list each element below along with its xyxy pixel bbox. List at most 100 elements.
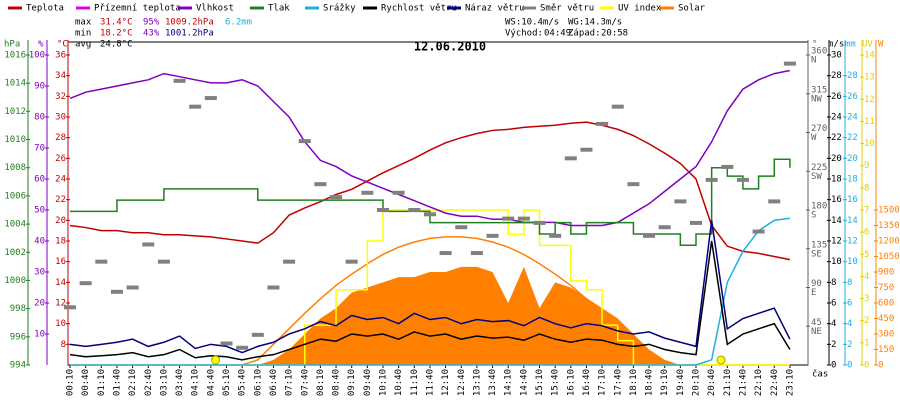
y-tick-label: 998: [10, 304, 26, 314]
wind-direction: [470, 251, 483, 256]
compass-label: NE: [811, 327, 822, 337]
wind-direction: [721, 164, 734, 169]
y-tick-label: 6: [831, 299, 836, 309]
x-tick-label: 13:10: [472, 369, 482, 396]
compass-label: S: [811, 211, 816, 221]
y-tick-label: 12: [55, 299, 66, 309]
wind-direction: [783, 61, 796, 66]
y-tick-label: 1016: [4, 51, 26, 61]
y-tick-label: 12: [847, 237, 858, 247]
y-tick-label: 2: [847, 340, 852, 350]
wind-direction: [377, 208, 389, 212]
x-tick-label: 07:40: [300, 369, 310, 396]
y-tick-label: 16: [831, 195, 842, 205]
y-tick-label: 13: [864, 73, 875, 83]
wind-direction: [768, 199, 781, 204]
wind-direction: [517, 216, 530, 221]
axis-title: m/s: [828, 40, 844, 50]
y-tick-label: 90: [34, 82, 45, 92]
y-tick-label: 1200: [878, 237, 900, 247]
legend-label: Tlak: [268, 4, 290, 14]
stat: 1009.2hPa: [165, 18, 214, 28]
x-tick-label: 07:10: [285, 369, 295, 396]
y-tick-label: 20: [34, 299, 45, 309]
y-tick-label: 1002: [4, 248, 26, 258]
y-tick-label: 360: [811, 47, 827, 57]
axis-title: UV: [862, 40, 873, 50]
compass-label: W: [811, 133, 817, 143]
y-tick-label: 1000: [4, 276, 26, 286]
y-tick-label: 6: [847, 299, 852, 309]
wind-direction: [204, 96, 217, 101]
y-tick-label: 994: [10, 361, 26, 371]
x-tick-label: 06:40: [269, 369, 279, 396]
y-tick-label: 16: [847, 195, 858, 205]
x-tick-label: 09:40: [363, 369, 373, 396]
y-tick-label: 180: [811, 202, 827, 212]
wind-direction: [611, 104, 624, 109]
y-tick-label: 24: [55, 175, 66, 185]
wind-direction: [330, 195, 343, 200]
stat: WS:10.4m/s: [505, 18, 559, 28]
legend-label: Náraz větru: [465, 4, 525, 14]
x-tick-label: 18:10: [629, 369, 639, 396]
x-tick-label: 12:10: [441, 369, 451, 396]
x-tick-label: 11:10: [410, 369, 420, 396]
wind-direction: [283, 259, 296, 264]
y-tick-label: 270: [811, 124, 827, 134]
y-tick-label: 70: [34, 144, 45, 154]
wind-direction: [549, 233, 562, 238]
wind-direction: [408, 208, 421, 212]
wind-direction: [455, 225, 468, 230]
y-tick-label: 30: [55, 113, 66, 123]
stat: max: [75, 18, 92, 28]
x-tick-label: 16:10: [566, 369, 576, 396]
y-tick-label: 2: [831, 340, 836, 350]
y-tick-label: 300: [878, 330, 894, 340]
y-tick-label: 18: [55, 237, 66, 247]
y-tick-label: 4: [864, 272, 869, 282]
y-tick-label: 90: [811, 279, 822, 289]
wind-direction: [267, 285, 280, 290]
x-tick-label: 14:40: [519, 369, 529, 396]
stat: 20:58: [601, 29, 628, 39]
x-tick-label: 09:10: [347, 369, 357, 396]
x-tick-label: 18:40: [645, 369, 655, 396]
x-tick-label: 12:40: [457, 369, 467, 396]
y-tick-label: 14: [864, 51, 875, 61]
y-tick-label: 150: [878, 345, 894, 355]
y-tick-label: 32: [55, 92, 66, 102]
wind-direction: [423, 212, 436, 217]
y-tick-label: 20: [55, 216, 66, 226]
y-tick-label: 22: [847, 133, 858, 143]
legend-label: Směr větru: [540, 4, 594, 14]
x-tick-label: 15:40: [551, 369, 561, 396]
y-tick-label: 450: [878, 314, 894, 324]
series-line: [69, 69, 791, 227]
compass-label: SE: [811, 249, 822, 259]
y-tick-label: 1050: [878, 252, 900, 262]
y-tick-label: 26: [831, 92, 842, 102]
wind-direction: [580, 147, 593, 152]
y-tick-label: 1006: [4, 191, 26, 201]
stat: WG:14.3m/s: [568, 18, 622, 28]
legend-label: Teplota: [26, 4, 64, 14]
y-tick-label: 5: [864, 250, 869, 260]
y-tick-label: 10: [831, 257, 842, 267]
y-tick-label: 18: [847, 175, 858, 185]
y-tick-label: 22: [55, 195, 66, 205]
stat: 31.4°C: [100, 18, 133, 28]
y-tick-label: 18: [831, 175, 842, 185]
y-tick-label: 10: [34, 330, 45, 340]
series-line: [69, 240, 791, 361]
wind-direction: [64, 305, 76, 310]
y-tick-label: 50: [34, 206, 45, 216]
wind-direction: [502, 216, 515, 221]
x-tick-label: 08:40: [332, 369, 342, 396]
wind-direction: [627, 182, 640, 187]
x-tick-label: 00:40: [81, 369, 91, 396]
y-tick-label: 135: [811, 240, 827, 250]
wind-direction: [596, 121, 609, 126]
x-tick-label: 21:40: [738, 369, 748, 396]
